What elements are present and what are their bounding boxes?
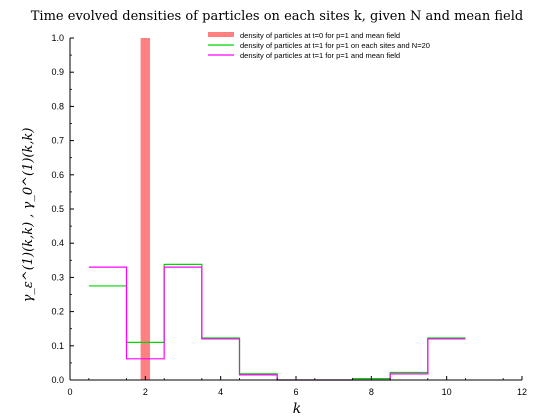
y-tick-label: 0.7 xyxy=(51,136,64,146)
x-axis: 0 2 4 6 8 10 12 xyxy=(67,376,527,397)
y-tick-label: 0.1 xyxy=(51,341,64,351)
y-tick-label: 0.3 xyxy=(51,272,64,282)
x-tick-label: 6 xyxy=(293,387,298,397)
x-tick-label: 8 xyxy=(369,387,374,397)
y-tick-label: 0.4 xyxy=(51,238,64,248)
x-axis-label: k xyxy=(293,401,301,417)
y-tick-label: 0.6 xyxy=(51,170,64,180)
bar-t0-k2 xyxy=(140,38,151,380)
series-line-2 xyxy=(88,266,466,381)
legend: density of particles at t=0 for p=1 and … xyxy=(208,31,430,60)
legend-label: density of particles at t=1 for p=1 on e… xyxy=(240,41,430,50)
x-tick-label: 2 xyxy=(143,387,148,397)
legend-label: density of particles at t=0 for p=1 and … xyxy=(240,31,400,40)
y-axis-label: γ_ε^(1)(k,k) , γ_0^(1)(k,k) xyxy=(21,128,36,303)
x-tick-label: 4 xyxy=(218,387,223,397)
legend-swatch-bar xyxy=(208,32,234,37)
y-tick-label: 0.9 xyxy=(51,67,64,77)
chart-title: Time evolved densities of particles on e… xyxy=(31,9,523,24)
y-tick-label: 1.0 xyxy=(51,33,64,43)
plot-area xyxy=(88,38,466,381)
legend-label: density of particles at t=1 for p=1 and … xyxy=(240,51,400,60)
x-tick-label: 12 xyxy=(517,387,527,397)
y-axis: 0.0 0.1 0.2 0.3 0.4 0.5 0.6 0.7 0.8 0.9 1.0 xyxy=(51,33,74,385)
y-tick-label: 0.0 xyxy=(51,375,64,385)
y-tick-label: 0.2 xyxy=(51,307,64,317)
y-tick-label: 0.8 xyxy=(51,101,64,111)
x-tick-label: 0 xyxy=(67,387,72,397)
x-tick-label: 10 xyxy=(442,387,452,397)
y-tick-label: 0.5 xyxy=(51,204,64,214)
